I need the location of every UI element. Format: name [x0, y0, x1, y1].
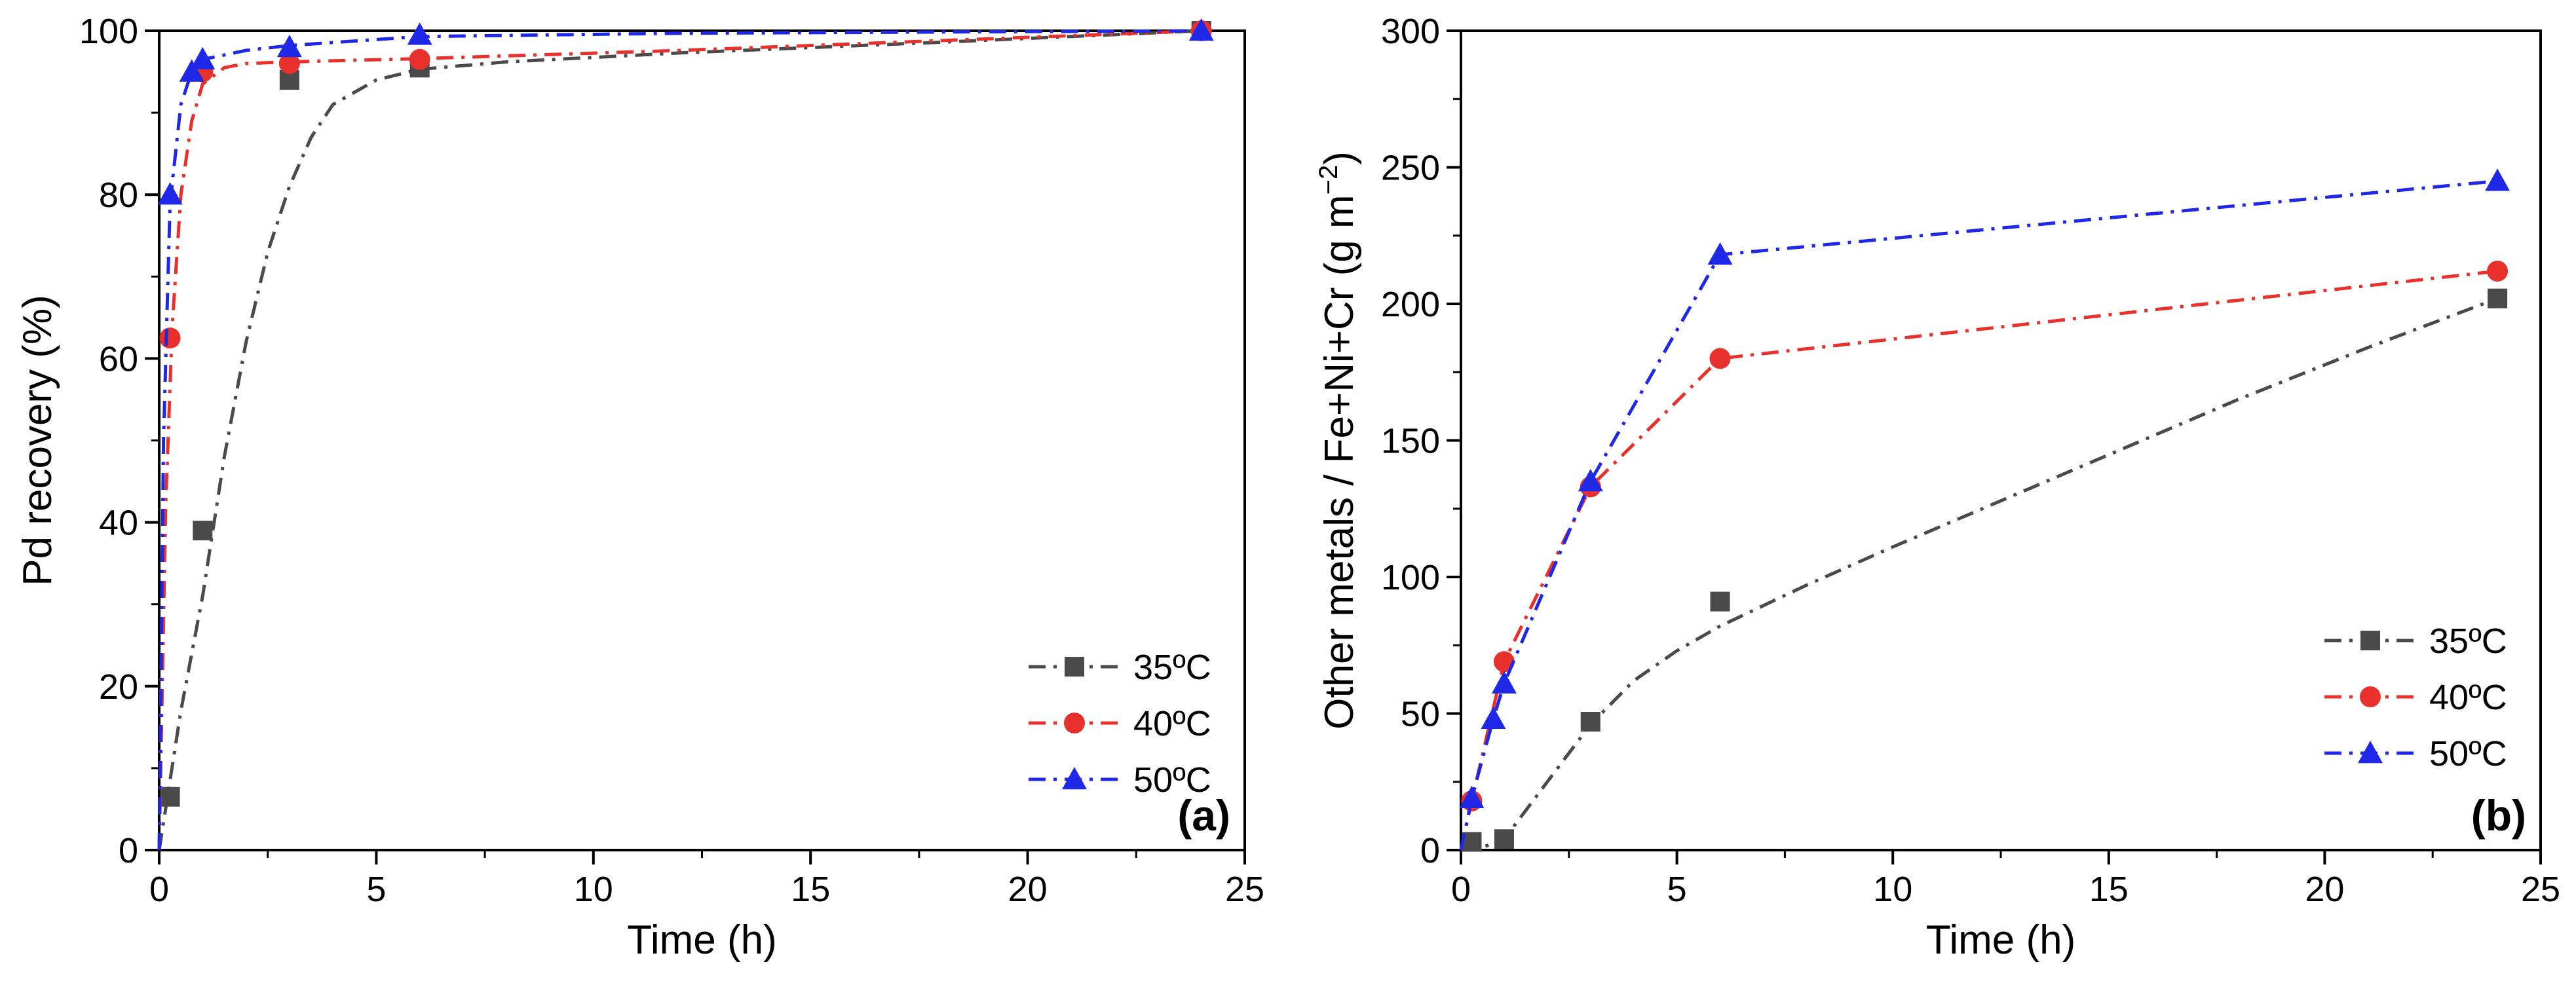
legend-label-a-1: 40ºC — [1133, 704, 1211, 743]
legend-label-a-0: 35ºC — [1133, 648, 1211, 687]
legend-a: 35ºC 40ºC 50ºC — [1029, 648, 1211, 800]
series-a — [157, 18, 1214, 851]
y-axis-label-b-end: ) — [1317, 151, 1362, 165]
y-tick-label-a: 100 — [79, 12, 138, 51]
x-tick-label-b: 20 — [2305, 870, 2344, 909]
data-point-a-2 — [1188, 18, 1214, 41]
data-point-a-0 — [193, 521, 213, 541]
legend-marker-a-1 — [1064, 713, 1085, 734]
data-point-a-1 — [409, 48, 430, 70]
y-tick-label-b: 200 — [1381, 285, 1440, 324]
legend-b: 35ºC 40ºC 50ºC — [2324, 622, 2507, 773]
y-tick-label-b: 250 — [1381, 149, 1440, 188]
series-line-b-0 — [1460, 297, 2498, 852]
x-axis-label-b: Time (h) — [1926, 918, 2075, 963]
legend-marker-a-0 — [1065, 657, 1084, 677]
data-point-a-2 — [407, 22, 432, 45]
x-tick-label-b: 0 — [1451, 870, 1471, 909]
data-point-b-2 — [1707, 242, 1733, 265]
x-tick-label-b: 15 — [2089, 870, 2129, 909]
y-tick-label-a: 80 — [99, 176, 138, 215]
legend-label-a-2: 50ºC — [1133, 760, 1211, 800]
series-line-b-1 — [1459, 269, 2498, 851]
data-point-a-2 — [179, 59, 204, 82]
series-line-b-2 — [1459, 179, 2498, 851]
y-tick-label-a: 0 — [119, 831, 138, 870]
x-tick-label-a: 15 — [791, 870, 830, 909]
data-point-b-2 — [1578, 469, 1603, 492]
x-tick-label-b: 25 — [2521, 870, 2560, 909]
y-tick-label-b: 100 — [1381, 558, 1440, 597]
legend-marker-b-2 — [2358, 741, 2383, 764]
panel-label-b: (b) — [2471, 791, 2526, 840]
y-tick-label-a: 60 — [99, 339, 138, 379]
legend-marker-a-2 — [1062, 767, 1087, 790]
y-axis-label-b-superscript: −2 — [1314, 165, 1343, 195]
y-axis-label-a: Pd recovery (%) — [15, 295, 60, 585]
series-line-a-0 — [157, 29, 1202, 851]
y-tick-label-a: 20 — [99, 667, 138, 707]
data-point-a-1 — [278, 53, 300, 75]
data-point-b-1 — [1493, 651, 1515, 673]
y-tick-label-b: 50 — [1401, 695, 1440, 734]
data-point-b-2 — [1481, 706, 1506, 730]
y-axis-label-b-main: Other metals / Fe+Ni+Cr (g m — [1317, 195, 1362, 730]
legend-marker-b-0 — [2360, 631, 2380, 650]
data-point-a-1 — [159, 327, 181, 349]
x-tick-label-b: 5 — [1667, 870, 1687, 909]
data-point-b-0 — [1494, 829, 1514, 849]
data-point-b-0 — [2488, 288, 2508, 308]
data-point-b-2 — [1459, 785, 1485, 808]
x-tick-label-a: 0 — [149, 870, 169, 909]
legend-label-b-0: 35ºC — [2429, 622, 2507, 661]
data-point-a-2 — [190, 46, 216, 69]
x-axis-label-a: Time (h) — [627, 918, 776, 963]
y-tick-label-a: 40 — [99, 504, 138, 543]
x-tick-label-a: 5 — [366, 870, 386, 909]
legend-label-b-1: 40ºC — [2429, 678, 2507, 717]
series-b — [1459, 168, 2510, 852]
x-tick-label-a: 20 — [1008, 870, 1048, 909]
legend-marker-b-1 — [2360, 686, 2381, 707]
y-axis-label-b: Other metals / Fe+Ni+Cr (g m−2) — [1314, 151, 1362, 730]
x-tick-label-a: 25 — [1225, 870, 1264, 909]
legend-label-b-2: 50ºC — [2429, 734, 2507, 773]
x-tick-label-b: 10 — [1873, 870, 1912, 909]
x-tick-label-a: 10 — [574, 870, 613, 909]
data-point-b-0 — [1580, 712, 1601, 732]
panel-label-a: (a) — [1177, 791, 1230, 840]
data-point-b-2 — [2485, 168, 2510, 191]
data-point-a-2 — [157, 182, 183, 205]
y-tick-label-b: 300 — [1381, 12, 1440, 51]
data-point-b-1 — [1709, 348, 1731, 369]
data-point-a-0 — [160, 787, 180, 807]
series-line-a-1 — [157, 29, 1202, 851]
y-tick-label-b: 150 — [1381, 422, 1440, 461]
chart-panel-a: 0 5 10 15 20 25 0 20 40 60 80 100 Time (h) Pd recov… — [15, 12, 1264, 963]
series-line-a-2 — [157, 29, 1202, 851]
data-point-b-0 — [1710, 591, 1730, 612]
data-point-a-2 — [276, 35, 302, 58]
plot-frame-b — [1460, 29, 2542, 851]
y-tick-label-b: 0 — [1420, 831, 1440, 870]
data-point-b-2 — [1491, 671, 1517, 694]
data-point-b-1 — [2487, 260, 2509, 282]
ticks-a: 0 5 10 15 20 25 0 20 40 60 80 100 — [79, 12, 1264, 909]
